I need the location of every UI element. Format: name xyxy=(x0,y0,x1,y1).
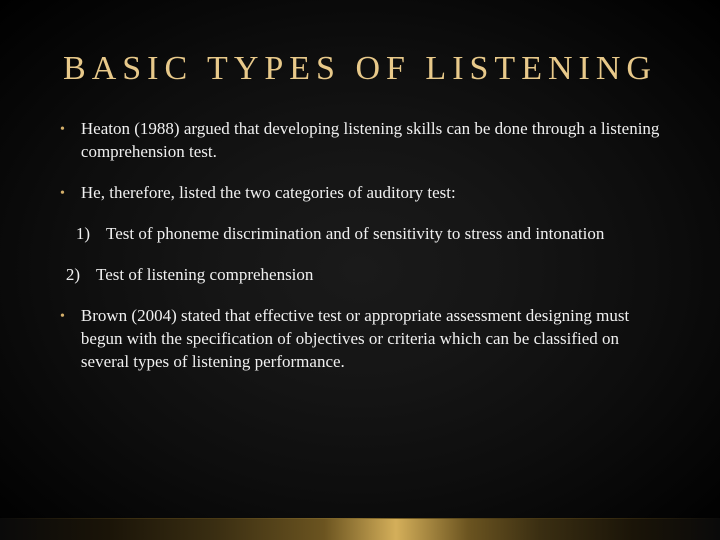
number-marker: 2) xyxy=(60,264,80,287)
bullet-text: Brown (2004) stated that effective test … xyxy=(81,305,660,374)
bullet-text: He, therefore, listed the two categories… xyxy=(81,182,660,205)
bullet-marker-icon: • xyxy=(60,305,65,327)
bullet-marker-icon: • xyxy=(60,118,65,140)
slide-container: BASIC TYPES OF LISTENING • Heaton (1988)… xyxy=(0,0,720,540)
bullet-marker-icon: • xyxy=(60,182,65,204)
bullet-item: • He, therefore, listed the two categori… xyxy=(60,182,660,205)
slide-title: BASIC TYPES OF LISTENING xyxy=(0,0,720,118)
numbered-item: 1) Test of phoneme discrimination and of… xyxy=(70,223,660,246)
number-marker: 1) xyxy=(70,223,90,246)
decorative-bottom-bar xyxy=(0,518,720,540)
numbered-item: 2) Test of listening comprehension xyxy=(60,264,660,287)
numbered-text: Test of listening comprehension xyxy=(96,264,660,287)
numbered-text: Test of phoneme discrimination and of se… xyxy=(106,223,660,246)
slide-content: • Heaton (1988) argued that developing l… xyxy=(0,118,720,374)
bullet-item: • Heaton (1988) argued that developing l… xyxy=(60,118,660,164)
bullet-text: Heaton (1988) argued that developing lis… xyxy=(81,118,660,164)
bullet-item: • Brown (2004) stated that effective tes… xyxy=(60,305,660,374)
